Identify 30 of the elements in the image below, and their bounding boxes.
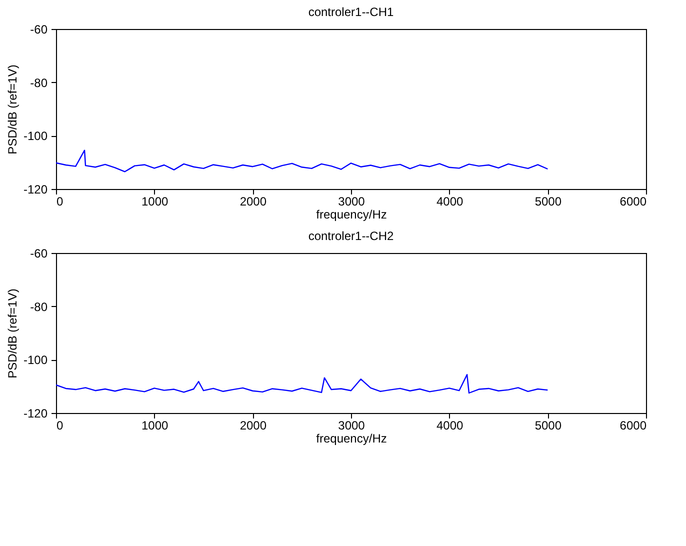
y-tick-label: -80 xyxy=(30,76,48,90)
chart-title: controler1--CH1 xyxy=(308,5,394,19)
x-tick-label: 4000 xyxy=(436,418,464,432)
y-tick-label: -80 xyxy=(30,300,48,314)
x-tick-label: 4000 xyxy=(436,194,464,208)
x-tick-label: 5000 xyxy=(534,418,562,432)
x-tick-label: 5000 xyxy=(534,194,562,208)
x-tick-label: 3000 xyxy=(338,418,366,432)
x-tick-label: 0 xyxy=(56,418,64,432)
x-tick-label: 6000 xyxy=(620,418,647,432)
chart-title: controler1--CH2 xyxy=(308,229,394,243)
x-tick-label: 1000 xyxy=(141,194,169,208)
line-series xyxy=(56,374,548,394)
line-series xyxy=(56,150,548,172)
x-tick-label: 6000 xyxy=(620,194,647,208)
x-tick-label: 0 xyxy=(56,194,64,208)
x-axis-title: frequency/Hz xyxy=(316,208,387,222)
y-tick-label: -100 xyxy=(23,129,48,144)
y-axis-title: PSD/dB (ref=1V) xyxy=(5,64,20,154)
x-axis-title: frequency/Hz xyxy=(316,432,387,446)
x-tick-label: 3000 xyxy=(338,194,366,208)
y-tick-label: -60 xyxy=(30,22,48,36)
y-tick-label: -100 xyxy=(23,353,48,368)
x-tick-label: 2000 xyxy=(240,418,267,432)
y-tick-label: -60 xyxy=(30,246,48,260)
y-tick-label: -120 xyxy=(23,406,48,420)
y-axis-title: PSD/dB (ref=1V) xyxy=(5,288,20,378)
x-tick-label: 1000 xyxy=(141,418,169,432)
y-tick-label: -120 xyxy=(23,182,48,196)
x-tick-label: 2000 xyxy=(240,194,267,208)
